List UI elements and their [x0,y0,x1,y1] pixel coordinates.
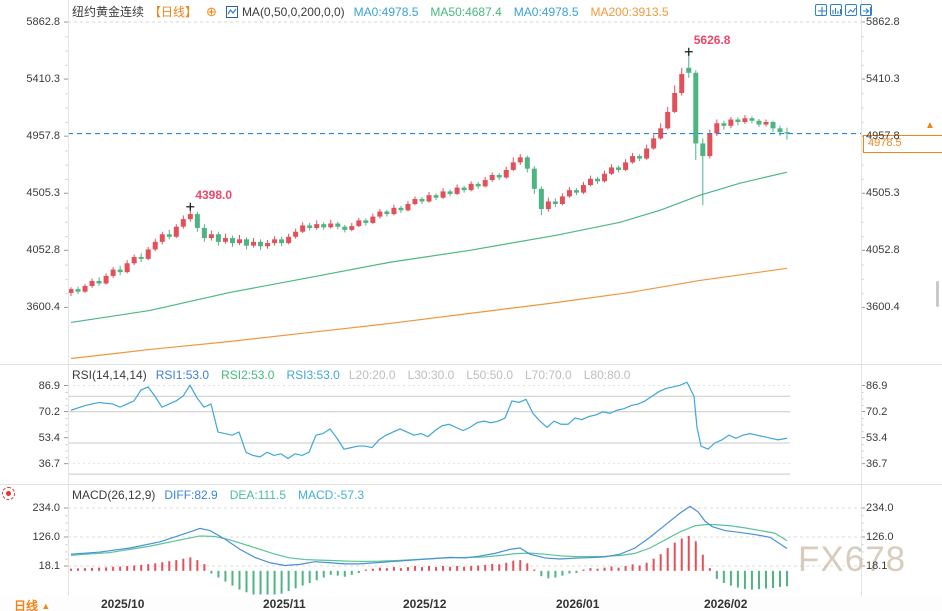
rsi-params-label: RSI(14,14,14) [72,368,147,382]
ma-params-label: MA(0,50,0,200,0,0) [241,4,345,19]
rsi-macd-divider [0,484,942,485]
ma-indicator-icon[interactable] [225,5,238,18]
axis-tick-label: 36.7 [38,457,60,470]
axis-tick-label: 5862.8 [866,16,900,28]
axis-tick-label: 126.0 [32,531,60,543]
indicator-value-label: L80:80.0 [583,368,631,382]
macd-values: DIFF:82.9 DEA:111.5 MACD:-57.3 [164,488,364,502]
indicator-value-label: DEA:111.5 [229,488,286,502]
indicator-value-label: RSI1:53.0 [155,368,210,382]
hot-indicator-icon[interactable] [2,487,15,500]
axis-tick-label: 4505.3 [26,187,60,200]
date-axis-label: 2025/11 [263,597,306,611]
collapse-right-icon[interactable] [860,4,872,16]
add-compare-icon[interactable]: ⊕ [206,3,217,19]
watermark: FX678 [798,540,907,579]
axis-tick-label: 5862.8 [26,16,60,28]
right-axis-divider [861,0,862,611]
indicator-value-label: L70:70.0 [525,368,572,382]
current-price-tag: 4978.5 [863,135,942,153]
scrollbar-thumb[interactable] [936,281,939,307]
axis-tick-label: 234.0 [32,502,60,514]
axis-tick-label: 4957.8 [26,130,60,143]
indicator-panel-icon[interactable] [830,4,842,16]
indicator-value-label: RSI3:53.0 [286,368,340,382]
indicator-value-label: MA0:4978.5 [513,4,579,19]
axis-tick-label: 4957.8 [866,130,900,143]
macd-header: MACD(26,12,9) DIFF:82.9 DEA:111.5 MACD:-57… [72,488,364,502]
axis-tick-label: 4052.8 [866,244,900,257]
indicator-value-label: L50:50.0 [466,368,513,382]
indicator-value-label: RSI2:53.0 [221,368,275,382]
date-axis-label: 2026/01 [556,597,600,611]
axis-tick-label: 3600.4 [866,301,900,314]
indicator-value-label: MA50:4687.4 [430,4,502,19]
indicator-value-label: MA200:3913.5 [590,4,669,19]
indicator-value-label: L30:30.0 [407,368,455,382]
axis-tick-label: 5410.3 [866,73,900,86]
indicator-value-label: L20:20.0 [348,368,396,382]
rsi-levels: L20:20.0 L30:30.0 L50:50.0 L70:70.0 L80:80.0 [349,368,631,382]
extreme-price-annotation: 5626.8 [693,32,731,47]
axis-tick-label: 3600.4 [26,301,60,314]
instrument-name: 纽约黄金连续 [72,5,145,19]
rsi-values: RSI1:53.0 RSI2:53.0 RSI3:53.0 [156,368,340,382]
indicator-value-label: DIFF:82.9 [164,488,218,502]
axis-tick-label: 126.0 [866,531,894,543]
axis-tick-label: 70.2 [38,405,60,418]
date-axis-label: 2026/02 [704,597,748,611]
chart-panel-icon[interactable] [845,4,857,16]
rsi-header: RSI(14,14,14) RSI1:53.0 RSI2:53.0 RSI3:53.… [72,368,630,382]
axis-tick-label: 18.1 [866,559,888,572]
timeframe-tag: 【日线】 [149,5,198,19]
macd-params-label: MACD(26,12,9) [72,488,156,502]
main-chart-header: 纽约黄金连续 【日线】 ⊕ MA(0,50,0,200,0,0) MA0:497… [72,3,669,20]
left-axis-divider [68,0,69,611]
axis-tick-label: 4505.3 [866,187,900,200]
timeframe-label: 日线 [14,599,39,611]
axis-tick-label: 86.9 [38,379,60,392]
main-rsi-divider [0,364,942,365]
axis-tick-label: 5410.3 [26,73,60,86]
indicator-value-label: MA0:4978.5 [353,4,419,19]
crosshair-icon[interactable] [815,4,827,16]
axis-tick-label: 70.2 [866,405,888,418]
date-axis-label: 2025/12 [403,597,447,611]
time-axis-bar [0,596,942,611]
indicator-value-label: MACD:-57.3 [298,488,365,502]
axis-tick-label: 4052.8 [26,244,60,257]
extreme-price-annotation: 4398.0 [195,187,233,202]
ma-values: MA0:4978.5 MA50:4687.4 MA0:4978.5 MA200:391… [354,5,669,19]
axis-tick-label: 18.1 [38,559,60,572]
date-axis-label: 2025/10 [101,597,145,611]
axis-tick-label: 86.9 [866,379,888,392]
axis-tick-label: 53.4 [38,431,60,444]
axis-tick-label: 36.7 [866,457,888,470]
price-up-arrow-icon: ▲ [925,120,935,131]
axis-tick-label: 234.0 [866,502,894,514]
axis-tick-label: 53.4 [866,431,888,444]
timeframe-button[interactable]: 日线 ▲ [14,597,50,611]
timeframe-arrow-icon: ▲ [41,601,51,611]
